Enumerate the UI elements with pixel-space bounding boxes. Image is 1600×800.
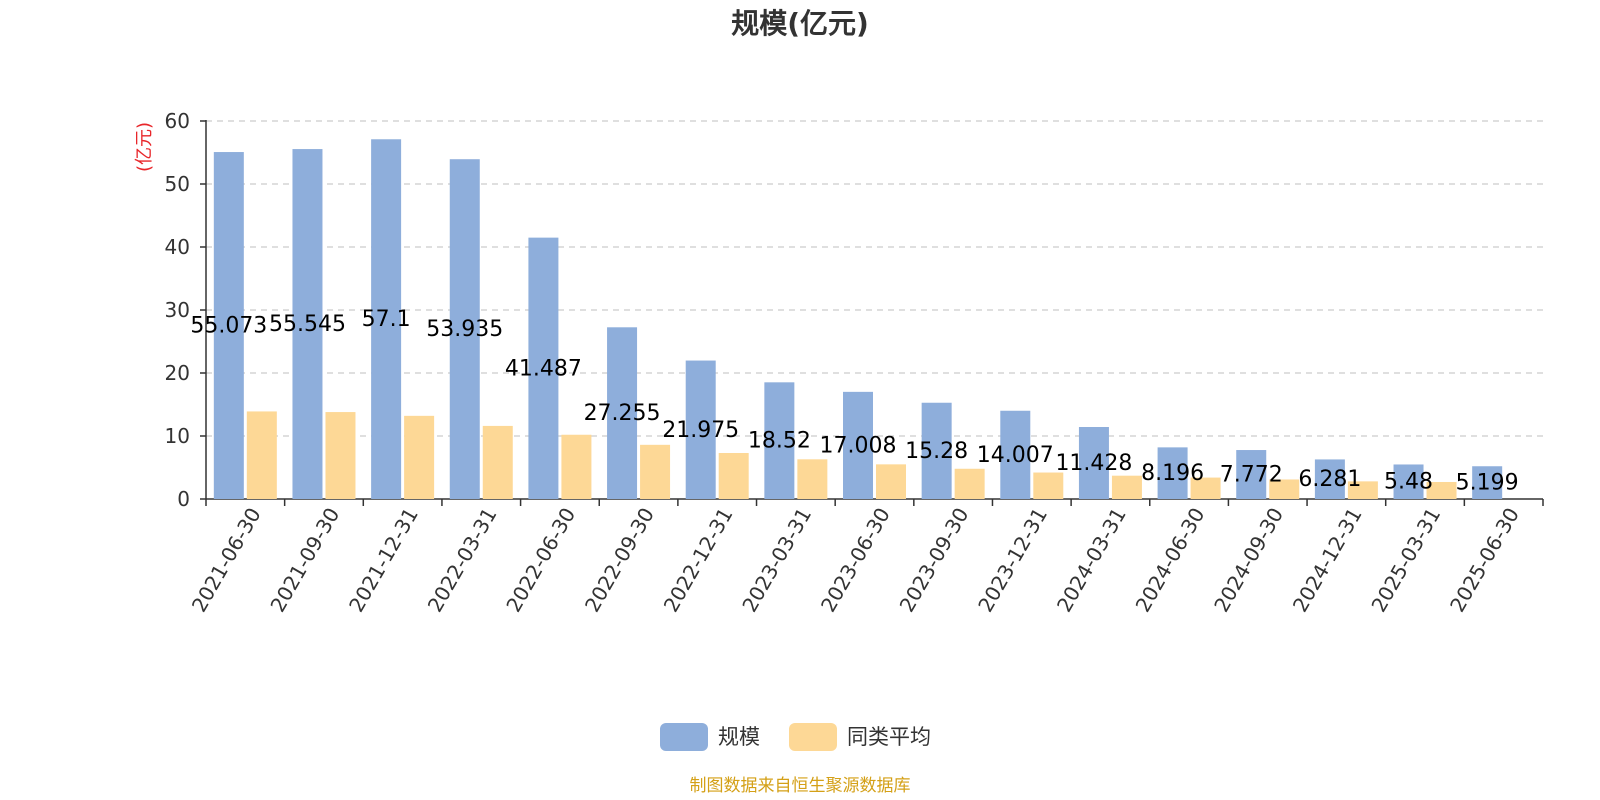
data-label-scale: 55.545 (269, 312, 346, 337)
bar-scale (1472, 466, 1503, 499)
x-tick-label: 2024-12-31 (1288, 504, 1367, 617)
bar-scale (1236, 450, 1267, 499)
data-label-scale: 5.48 (1384, 470, 1433, 495)
x-tick-label: 2021-06-30 (187, 504, 266, 617)
bar-peer-average (1426, 481, 1457, 499)
bar-peer-average (1111, 475, 1142, 499)
x-tick-label: 2024-03-31 (1052, 504, 1131, 617)
data-label-scale: 57.1 (362, 307, 411, 332)
bar-scale (685, 360, 716, 499)
data-label-scale: 7.772 (1220, 463, 1283, 488)
x-tick-label: 2023-06-30 (816, 504, 895, 617)
x-tick-label: 2025-06-30 (1445, 504, 1524, 617)
bar-peer-average (640, 444, 671, 499)
data-label-scale: 21.975 (662, 418, 739, 443)
legend-swatch-peer-average[interactable] (789, 723, 837, 751)
bar-peer-average (1033, 472, 1064, 499)
x-tick-label: 2023-12-31 (973, 504, 1052, 617)
bar-peer-average (482, 425, 513, 499)
data-labels: 55.073 55.545 57.1 53.93541.48727.25521.975… (190, 307, 1518, 495)
bar-peer-average (876, 464, 906, 499)
bar-scale (921, 402, 952, 499)
bar-scale (764, 382, 795, 499)
x-tick-label: 2022-03-31 (423, 504, 502, 617)
data-label-scale: 41.487 (505, 356, 582, 381)
legend[interactable]: 规模 同类平均 (660, 723, 931, 751)
y-tick-label: 10 (165, 424, 190, 448)
x-tick-label: 2023-09-30 (895, 503, 974, 616)
x-tick-label: 2025-03-31 (1366, 504, 1445, 617)
bar-peer-average (246, 411, 277, 499)
bar-scale (843, 391, 873, 499)
bar-scale (607, 327, 638, 499)
data-label-scale: 53.935 (426, 317, 503, 342)
data-label-scale: 8.196 (1141, 461, 1204, 486)
data-label-scale: 6.281 (1298, 467, 1361, 492)
legend-label-peer-average[interactable]: 同类平均 (847, 725, 931, 749)
bar-scale (449, 159, 480, 499)
y-tick-label: 60 (165, 109, 190, 133)
bar-peer-average (718, 453, 749, 499)
data-label-scale: 11.428 (1055, 451, 1132, 476)
y-tick-label: 20 (165, 361, 190, 385)
bars (213, 139, 1503, 499)
grid-lines (206, 120, 1543, 437)
bar-peer-average (325, 412, 356, 499)
y-axis-label: (亿元) (134, 122, 155, 172)
bar-peer-average (1269, 479, 1300, 499)
data-label-scale: 27.255 (584, 401, 661, 426)
bar-scale (1314, 459, 1345, 499)
legend-label-scale[interactable]: 规模 (718, 725, 760, 749)
x-tick-label: 2022-06-30 (501, 504, 580, 617)
bar-peer-average (404, 415, 435, 499)
y-tick-label: 50 (165, 172, 190, 196)
x-tick-label: 2022-12-31 (659, 504, 738, 617)
x-tick-label: 2021-12-31 (344, 504, 423, 617)
bar-peer-average (797, 459, 828, 499)
data-source-note: 制图数据来自恒生聚源数据库 (690, 776, 911, 796)
data-label-scale: 18.52 (748, 429, 811, 454)
bar-peer-average (1190, 477, 1221, 499)
data-label-scale: 55.073 (190, 314, 267, 339)
bar-peer-average (1347, 481, 1378, 499)
chart-title: 规模(亿元) (731, 7, 869, 40)
legend-swatch-scale[interactable] (660, 723, 708, 751)
bar-scale (1157, 447, 1188, 499)
bar-scale (1078, 427, 1109, 499)
y-tick-label: 0 (177, 487, 190, 511)
bar-scale (1393, 464, 1424, 499)
bar-scale (528, 237, 559, 499)
bar-scale (371, 139, 402, 499)
y-tick-label: 30 (165, 298, 190, 322)
x-tick-label: 2023-03-31 (737, 504, 816, 617)
data-label-scale: 17.008 (820, 433, 897, 458)
bar-scale (213, 152, 244, 499)
bar-peer-average (561, 434, 592, 499)
data-label-scale: 15.28 (905, 439, 968, 464)
y-tick-label: 40 (165, 235, 190, 259)
x-tick-label: 2022-09-30 (580, 504, 659, 617)
data-label-scale: 5.199 (1456, 471, 1519, 496)
x-tick-label: 2024-09-30 (1209, 504, 1288, 617)
data-label-scale: 14.007 (977, 443, 1054, 468)
bar-peer-average (954, 468, 985, 499)
x-tick-label: 2024-06-30 (1131, 504, 1210, 617)
bar-scale (292, 149, 323, 499)
x-tick-label: 2021-09-30 (265, 504, 344, 617)
bar-scale (1000, 410, 1031, 499)
